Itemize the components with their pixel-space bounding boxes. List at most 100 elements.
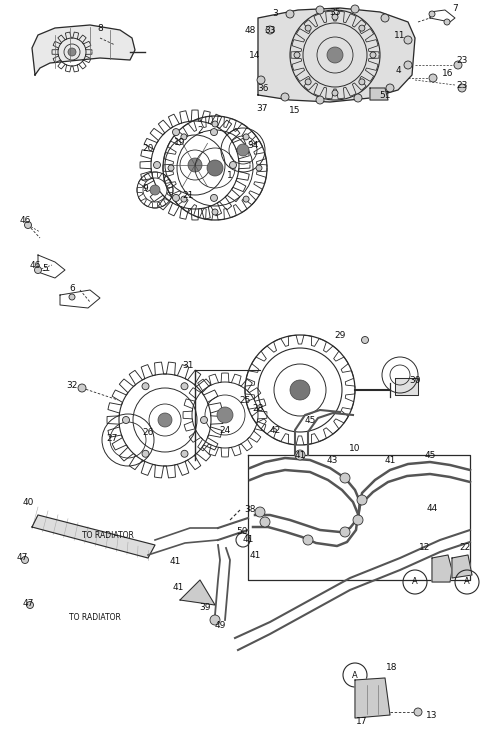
Text: 1: 1 (227, 171, 233, 179)
Polygon shape (432, 555, 452, 582)
Text: 47: 47 (16, 553, 28, 563)
Text: 10: 10 (349, 443, 361, 453)
Text: 45: 45 (304, 416, 316, 424)
Text: 15: 15 (289, 106, 301, 114)
Circle shape (386, 84, 394, 92)
Circle shape (211, 195, 217, 201)
Text: 38: 38 (244, 505, 256, 515)
Polygon shape (180, 580, 215, 605)
Text: 5: 5 (42, 263, 48, 273)
Circle shape (354, 94, 362, 102)
Text: 22: 22 (459, 544, 470, 553)
Text: 46: 46 (29, 260, 41, 270)
Text: A: A (352, 671, 358, 679)
Circle shape (22, 556, 28, 564)
Text: 9: 9 (142, 184, 148, 192)
Circle shape (158, 413, 172, 427)
Circle shape (142, 451, 149, 457)
Circle shape (181, 383, 188, 390)
Circle shape (207, 160, 223, 176)
Text: 23: 23 (456, 55, 468, 64)
Circle shape (357, 495, 367, 505)
Circle shape (68, 48, 76, 56)
Circle shape (290, 380, 310, 400)
Text: 12: 12 (420, 544, 431, 553)
Text: 25: 25 (240, 396, 251, 405)
Circle shape (243, 196, 249, 202)
Text: 39: 39 (199, 604, 211, 612)
Text: 16: 16 (442, 69, 454, 77)
Circle shape (429, 74, 437, 82)
Text: 35: 35 (329, 7, 341, 17)
Circle shape (150, 185, 160, 195)
Text: 44: 44 (426, 504, 438, 512)
Text: 43: 43 (326, 456, 338, 464)
Circle shape (332, 14, 338, 20)
Circle shape (381, 14, 389, 22)
Circle shape (444, 19, 450, 25)
Text: 41: 41 (172, 583, 184, 593)
Circle shape (458, 84, 466, 92)
Circle shape (210, 615, 220, 625)
Circle shape (181, 196, 187, 202)
Text: 13: 13 (426, 711, 438, 720)
Text: A: A (412, 577, 418, 587)
Circle shape (305, 79, 311, 85)
Circle shape (201, 416, 207, 424)
Circle shape (154, 162, 160, 168)
Circle shape (35, 267, 41, 273)
Text: 37: 37 (256, 104, 268, 112)
Text: 20: 20 (142, 144, 154, 152)
Circle shape (305, 25, 311, 31)
Circle shape (260, 517, 270, 527)
Text: TO RADIATOR: TO RADIATOR (69, 614, 121, 623)
Text: 23: 23 (456, 80, 468, 90)
Text: 51: 51 (379, 90, 391, 99)
Circle shape (332, 90, 338, 96)
Circle shape (181, 134, 187, 140)
Circle shape (266, 26, 274, 34)
Circle shape (303, 535, 313, 545)
Circle shape (142, 383, 149, 390)
Circle shape (172, 195, 180, 201)
Circle shape (316, 6, 324, 14)
Text: 50: 50 (236, 528, 248, 537)
Text: 36: 36 (257, 84, 269, 93)
Text: 45: 45 (424, 451, 436, 459)
Circle shape (168, 165, 174, 171)
Text: 29: 29 (334, 330, 346, 340)
Circle shape (229, 162, 237, 168)
Polygon shape (32, 515, 155, 558)
Circle shape (78, 384, 86, 392)
Text: 7: 7 (452, 4, 458, 12)
Text: 41: 41 (294, 451, 306, 459)
Circle shape (212, 209, 218, 215)
Text: 49: 49 (214, 620, 226, 630)
Circle shape (212, 121, 218, 127)
Text: 34: 34 (247, 141, 259, 149)
Circle shape (181, 451, 188, 457)
Text: 41: 41 (169, 558, 180, 566)
Polygon shape (452, 555, 472, 578)
Circle shape (359, 25, 365, 31)
Circle shape (327, 47, 343, 63)
Circle shape (257, 76, 265, 84)
Text: 11: 11 (394, 31, 406, 39)
Text: 26: 26 (142, 427, 154, 437)
Text: TO RADIATOR: TO RADIATOR (82, 531, 134, 539)
Circle shape (24, 222, 32, 228)
Text: 41: 41 (384, 456, 396, 464)
Circle shape (316, 96, 324, 104)
Text: 21: 21 (182, 190, 194, 200)
Circle shape (359, 79, 365, 85)
Circle shape (414, 708, 422, 716)
Text: 19: 19 (174, 138, 186, 147)
Circle shape (361, 337, 369, 343)
Circle shape (429, 11, 435, 17)
Circle shape (122, 416, 130, 424)
Circle shape (295, 450, 305, 460)
Text: 48: 48 (244, 26, 256, 34)
Text: 3: 3 (272, 9, 278, 17)
Text: 24: 24 (219, 426, 230, 434)
Circle shape (188, 158, 202, 172)
